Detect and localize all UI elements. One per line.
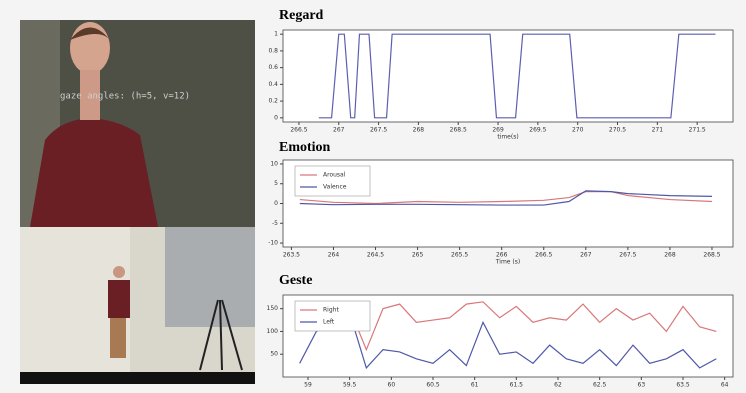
y-tick-label: -5 <box>272 220 278 227</box>
x-tick-label: 264.5 <box>367 252 384 259</box>
chart-title: Emotion <box>279 140 331 155</box>
x-tick-label: 268 <box>664 252 676 259</box>
x-tick-label: 269 <box>492 127 504 134</box>
x-tick-label: 267.5 <box>370 127 387 134</box>
x-tick-label: 64 <box>721 382 729 389</box>
x-axis-label: Time (s) <box>495 259 520 266</box>
x-tick-label: 271.5 <box>689 127 706 134</box>
legend-box <box>295 301 370 331</box>
x-tick-label: 270.5 <box>609 127 626 134</box>
chart-title: Regard <box>279 8 324 23</box>
y-tick-label: 1 <box>274 31 278 38</box>
x-tick-label: 268.5 <box>450 127 467 134</box>
y-tick-label: 0.2 <box>268 98 278 105</box>
legend-label: Left <box>323 319 335 326</box>
video-top: gaze angles: (h=5, v=12) <box>20 20 255 227</box>
x-tick-label: 59 <box>304 382 312 389</box>
x-tick-label: 269.5 <box>529 127 546 134</box>
x-tick-label: 59.5 <box>343 382 357 389</box>
x-tick-label: 267 <box>333 127 345 134</box>
x-tick-label: 265 <box>412 252 424 259</box>
y-tick-label: -10 <box>268 240 278 247</box>
legend-box <box>295 166 370 196</box>
x-axis-label: time(s) <box>497 134 518 141</box>
x-tick-label: 270 <box>572 127 584 134</box>
y-tick-label: 0 <box>274 114 278 121</box>
x-tick-label: 263.5 <box>283 252 300 259</box>
y-tick-label: 10 <box>270 160 278 167</box>
x-tick-label: 264 <box>328 252 340 259</box>
x-tick-label: 60.5 <box>426 382 440 389</box>
x-tick-label: 265.5 <box>451 252 468 259</box>
y-tick-label: 100 <box>267 328 279 335</box>
x-tick-label: 61 <box>471 382 479 389</box>
x-tick-label: 268 <box>413 127 425 134</box>
x-tick-label: 60 <box>388 382 396 389</box>
y-tick-label: 0 <box>274 200 278 207</box>
x-tick-label: 267.5 <box>619 252 636 259</box>
y-tick-label: 150 <box>267 305 279 312</box>
screen: gaze angles: (h=5, v=12) Regard 0 0.2 0.4 0.… <box>0 0 746 393</box>
x-tick-label: 271 <box>652 127 664 134</box>
y-tick-label: 0.4 <box>268 81 278 88</box>
legend-label: Right <box>323 307 339 314</box>
y-tick-label: 0.6 <box>268 64 278 71</box>
chart-title: Geste <box>279 273 312 288</box>
x-tick-label: 61.5 <box>510 382 524 389</box>
x-tick-label: 267 <box>580 252 592 259</box>
video-bottom <box>20 227 255 384</box>
y-tick-label: 0.8 <box>268 47 278 54</box>
x-tick-label: 266.5 <box>535 252 552 259</box>
x-tick-label: 266.5 <box>290 127 307 134</box>
legend-label: Valence <box>323 184 347 191</box>
x-tick-label: 62.5 <box>593 382 607 389</box>
x-tick-label: 63 <box>638 382 646 389</box>
page: gaze angles: (h=5, v=12) Regard 0 0.2 0.4 0.… <box>0 0 746 393</box>
x-tick-label: 63.5 <box>676 382 690 389</box>
x-tick-label: 62 <box>554 382 562 389</box>
gaze-overlay: gaze angles: (h=5, v=12) <box>60 92 190 102</box>
y-tick-label: 5 <box>274 180 278 187</box>
x-tick-label: 268.5 <box>703 252 720 259</box>
legend-label: Arousal <box>323 172 346 179</box>
x-tick-label: 266 <box>496 252 508 259</box>
y-tick-label: 50 <box>270 351 278 358</box>
